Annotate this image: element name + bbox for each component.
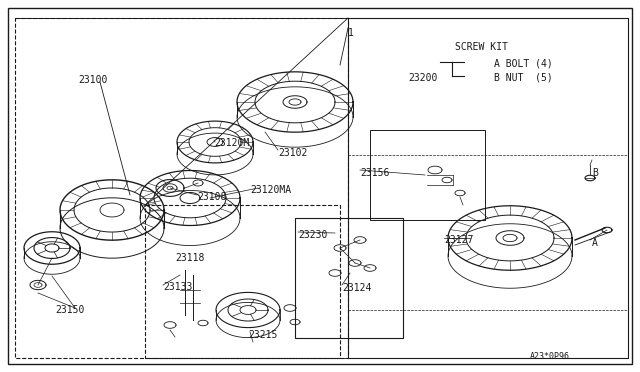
Text: A23*0P96: A23*0P96 [530,352,570,361]
Bar [145,205,340,358]
Text: 23230: 23230 [298,230,328,240]
Text: 1: 1 [348,28,354,38]
Text: 23127: 23127 [444,235,474,245]
Text: A: A [592,238,598,248]
Text: 23150: 23150 [55,305,84,315]
Text: B NUT  (5): B NUT (5) [494,73,553,83]
Text: 23102: 23102 [278,148,307,158]
Text: 23120M: 23120M [214,138,249,148]
Text: B: B [592,168,598,178]
Text: 23120MA: 23120MA [250,185,291,195]
Bar [295,218,403,338]
Text: 23124: 23124 [342,283,371,293]
Text: 23215: 23215 [248,330,277,340]
Bar [370,130,485,220]
Text: 23200: 23200 [408,73,437,83]
Text: A BOLT (4): A BOLT (4) [494,58,553,68]
Text: 23118: 23118 [175,253,204,263]
Bar [15,18,348,358]
Text: 23100: 23100 [78,75,108,85]
Text: 23133: 23133 [163,282,193,292]
Bar [348,18,628,358]
Text: SCREW KIT: SCREW KIT [455,42,508,52]
Text: 23108: 23108 [197,192,227,202]
Text: 23156: 23156 [360,168,389,178]
